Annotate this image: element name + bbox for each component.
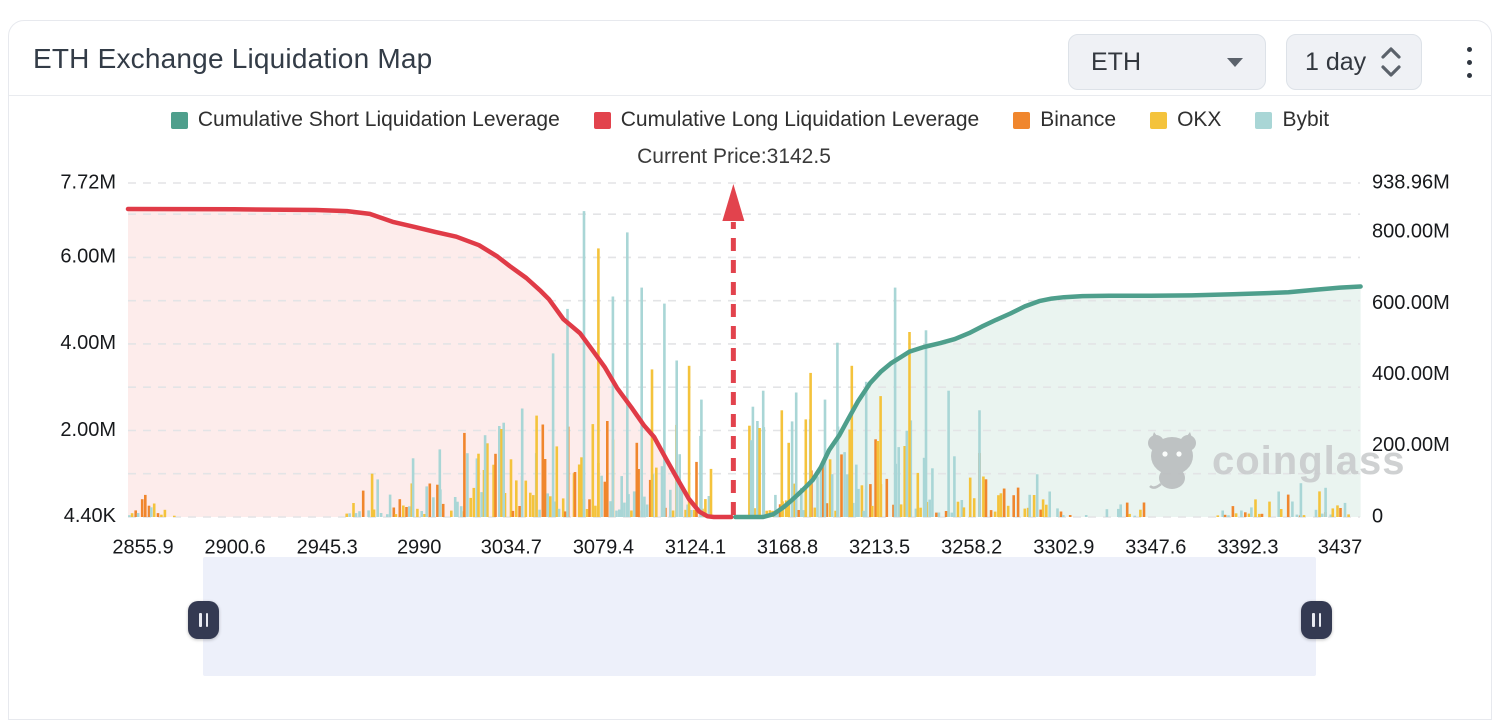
svg-text:3392.3: 3392.3 xyxy=(1217,536,1278,558)
chart-legend: Cumulative Short Liquidation Leverage Cu… xyxy=(0,108,1500,132)
symbol-select-value: ETH xyxy=(1091,47,1141,76)
svg-text:4.00M: 4.00M xyxy=(60,332,116,354)
svg-text:6.00M: 6.00M xyxy=(60,246,116,268)
legend-label: OKX xyxy=(1177,108,1222,131)
svg-text:3302.9: 3302.9 xyxy=(1033,536,1094,558)
page-title: ETH Exchange Liquidation Map xyxy=(33,43,433,74)
svg-text:800.00M: 800.00M xyxy=(1372,221,1450,243)
svg-text:3079.4: 3079.4 xyxy=(573,536,634,558)
svg-text:2900.6: 2900.6 xyxy=(205,536,266,558)
legend-swatch-binance xyxy=(1013,111,1031,129)
svg-text:938.96M: 938.96M xyxy=(1372,171,1450,193)
legend-label: Binance xyxy=(1040,108,1117,131)
svg-text:2990: 2990 xyxy=(397,536,442,558)
svg-text:2855.9: 2855.9 xyxy=(112,536,173,558)
interval-stepper[interactable]: 1 day xyxy=(1286,34,1422,90)
card-header: ETH Exchange Liquidation Map ETH 1 day xyxy=(9,21,1491,96)
legend-swatch-long xyxy=(593,111,611,129)
symbol-select[interactable]: ETH xyxy=(1068,34,1266,90)
svg-text:7.72M: 7.72M xyxy=(60,171,116,193)
svg-text:3168.8: 3168.8 xyxy=(757,536,818,558)
svg-text:3258.2: 3258.2 xyxy=(941,536,1002,558)
kebab-menu-icon[interactable] xyxy=(1451,34,1487,90)
svg-text:3034.7: 3034.7 xyxy=(481,536,542,558)
interval-stepper-value: 1 day xyxy=(1305,47,1367,76)
svg-text:3124.1: 3124.1 xyxy=(665,536,726,558)
navigator-right-handle[interactable] xyxy=(1301,601,1332,639)
navigator-left-handle[interactable] xyxy=(188,601,219,639)
svg-text:0: 0 xyxy=(1372,505,1383,527)
svg-text:400.00M: 400.00M xyxy=(1372,363,1450,385)
legend-item-cumulative-long[interactable]: Cumulative Long Liquidation Leverage xyxy=(593,108,980,132)
liquidation-chart: 2855.9 2900.6 2945.3 2990 3034.7 3079.4 3124.1… xyxy=(60,171,1450,558)
svg-text:3437: 3437 xyxy=(1318,536,1363,558)
legend-label: Cumulative Short Liquidation Leverage xyxy=(197,108,560,131)
current-price-label: Current Price:3142.5 xyxy=(637,145,831,168)
svg-text:3347.6: 3347.6 xyxy=(1125,536,1186,558)
svg-text:2945.3: 2945.3 xyxy=(297,536,358,558)
svg-text:200.00M: 200.00M xyxy=(1372,434,1450,456)
svg-text:600.00M: 600.00M xyxy=(1372,292,1450,314)
svg-text:3213.5: 3213.5 xyxy=(849,536,910,558)
legend-item-binance[interactable]: Binance xyxy=(1013,108,1116,132)
svg-text:2.00M: 2.00M xyxy=(60,419,116,441)
svg-text:4.40K: 4.40K xyxy=(64,505,117,527)
chevron-down-icon xyxy=(1227,57,1243,67)
legend-item-bybit[interactable]: Bybit xyxy=(1255,108,1329,132)
legend-swatch-short xyxy=(170,111,188,129)
legend-item-okx[interactable]: OKX xyxy=(1150,108,1221,132)
zoom-navigator-track[interactable] xyxy=(203,557,1316,676)
legend-swatch-bybit xyxy=(1255,111,1273,129)
legend-swatch-okx xyxy=(1150,111,1168,129)
stepper-up-down-icon[interactable] xyxy=(1379,45,1403,79)
legend-label: Cumulative Long Liquidation Leverage xyxy=(620,108,980,131)
legend-label: Bybit xyxy=(1282,108,1330,131)
legend-item-cumulative-short[interactable]: Cumulative Short Liquidation Leverage xyxy=(170,108,560,132)
